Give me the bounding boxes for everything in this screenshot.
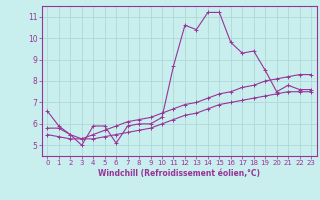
X-axis label: Windchill (Refroidissement éolien,°C): Windchill (Refroidissement éolien,°C) — [98, 169, 260, 178]
